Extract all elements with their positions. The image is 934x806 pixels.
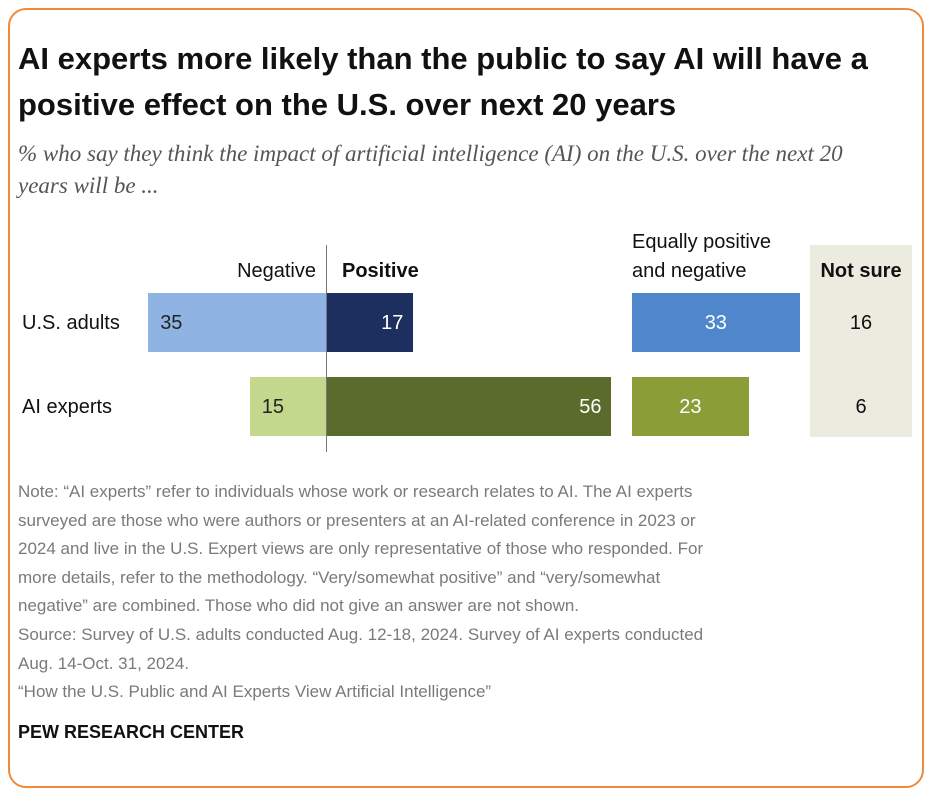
note-line: “How the U.S. Public and AI Experts View…	[18, 682, 492, 702]
source-org: PEW RESEARCH CENTER	[18, 722, 245, 742]
value-label: 6	[855, 395, 867, 418]
frame	[8, 8, 924, 788]
legend-label: Positive	[342, 260, 419, 282]
value-label: 17	[381, 311, 404, 334]
value-label: 56	[579, 395, 602, 418]
note-line: Source: Survey of U.S. adults conducted …	[18, 625, 704, 644]
center-line	[326, 245, 327, 452]
bar	[327, 293, 414, 352]
bar	[249, 377, 326, 436]
category-label: U.S. adults	[22, 311, 120, 334]
note-line: Aug. 14-Oct. 31, 2024.	[18, 653, 190, 673]
note-line: negative” are combined. Those who did no…	[18, 596, 580, 616]
note-line: surveyed are those who were authors or p…	[18, 510, 696, 530]
note-line: Note: “AI experts” refer to individuals …	[18, 482, 693, 501]
legend-label: Negative	[237, 260, 316, 282]
note-line: 2024 and live in the U.S. Expert views a…	[18, 539, 704, 559]
bar	[148, 293, 326, 352]
value-label: 16	[849, 311, 873, 334]
chart-title: AI experts more likely than the public t…	[18, 41, 868, 122]
bar	[327, 377, 612, 436]
value-label: 35	[160, 311, 183, 334]
value-label: 15	[261, 395, 285, 418]
value-label: 23	[679, 395, 702, 418]
category-label: AI experts	[22, 395, 113, 418]
not-sure-column	[810, 245, 912, 437]
chart-subtitle: % who say they think the impact of artif…	[18, 141, 843, 198]
note-line: more details, refer to the methodology. …	[18, 567, 661, 587]
legend-label: Not sure	[820, 260, 902, 282]
value-label: 33	[704, 311, 727, 334]
bar	[632, 293, 800, 352]
legend-label: Equally positive and negative	[632, 231, 771, 282]
bar	[632, 377, 749, 436]
